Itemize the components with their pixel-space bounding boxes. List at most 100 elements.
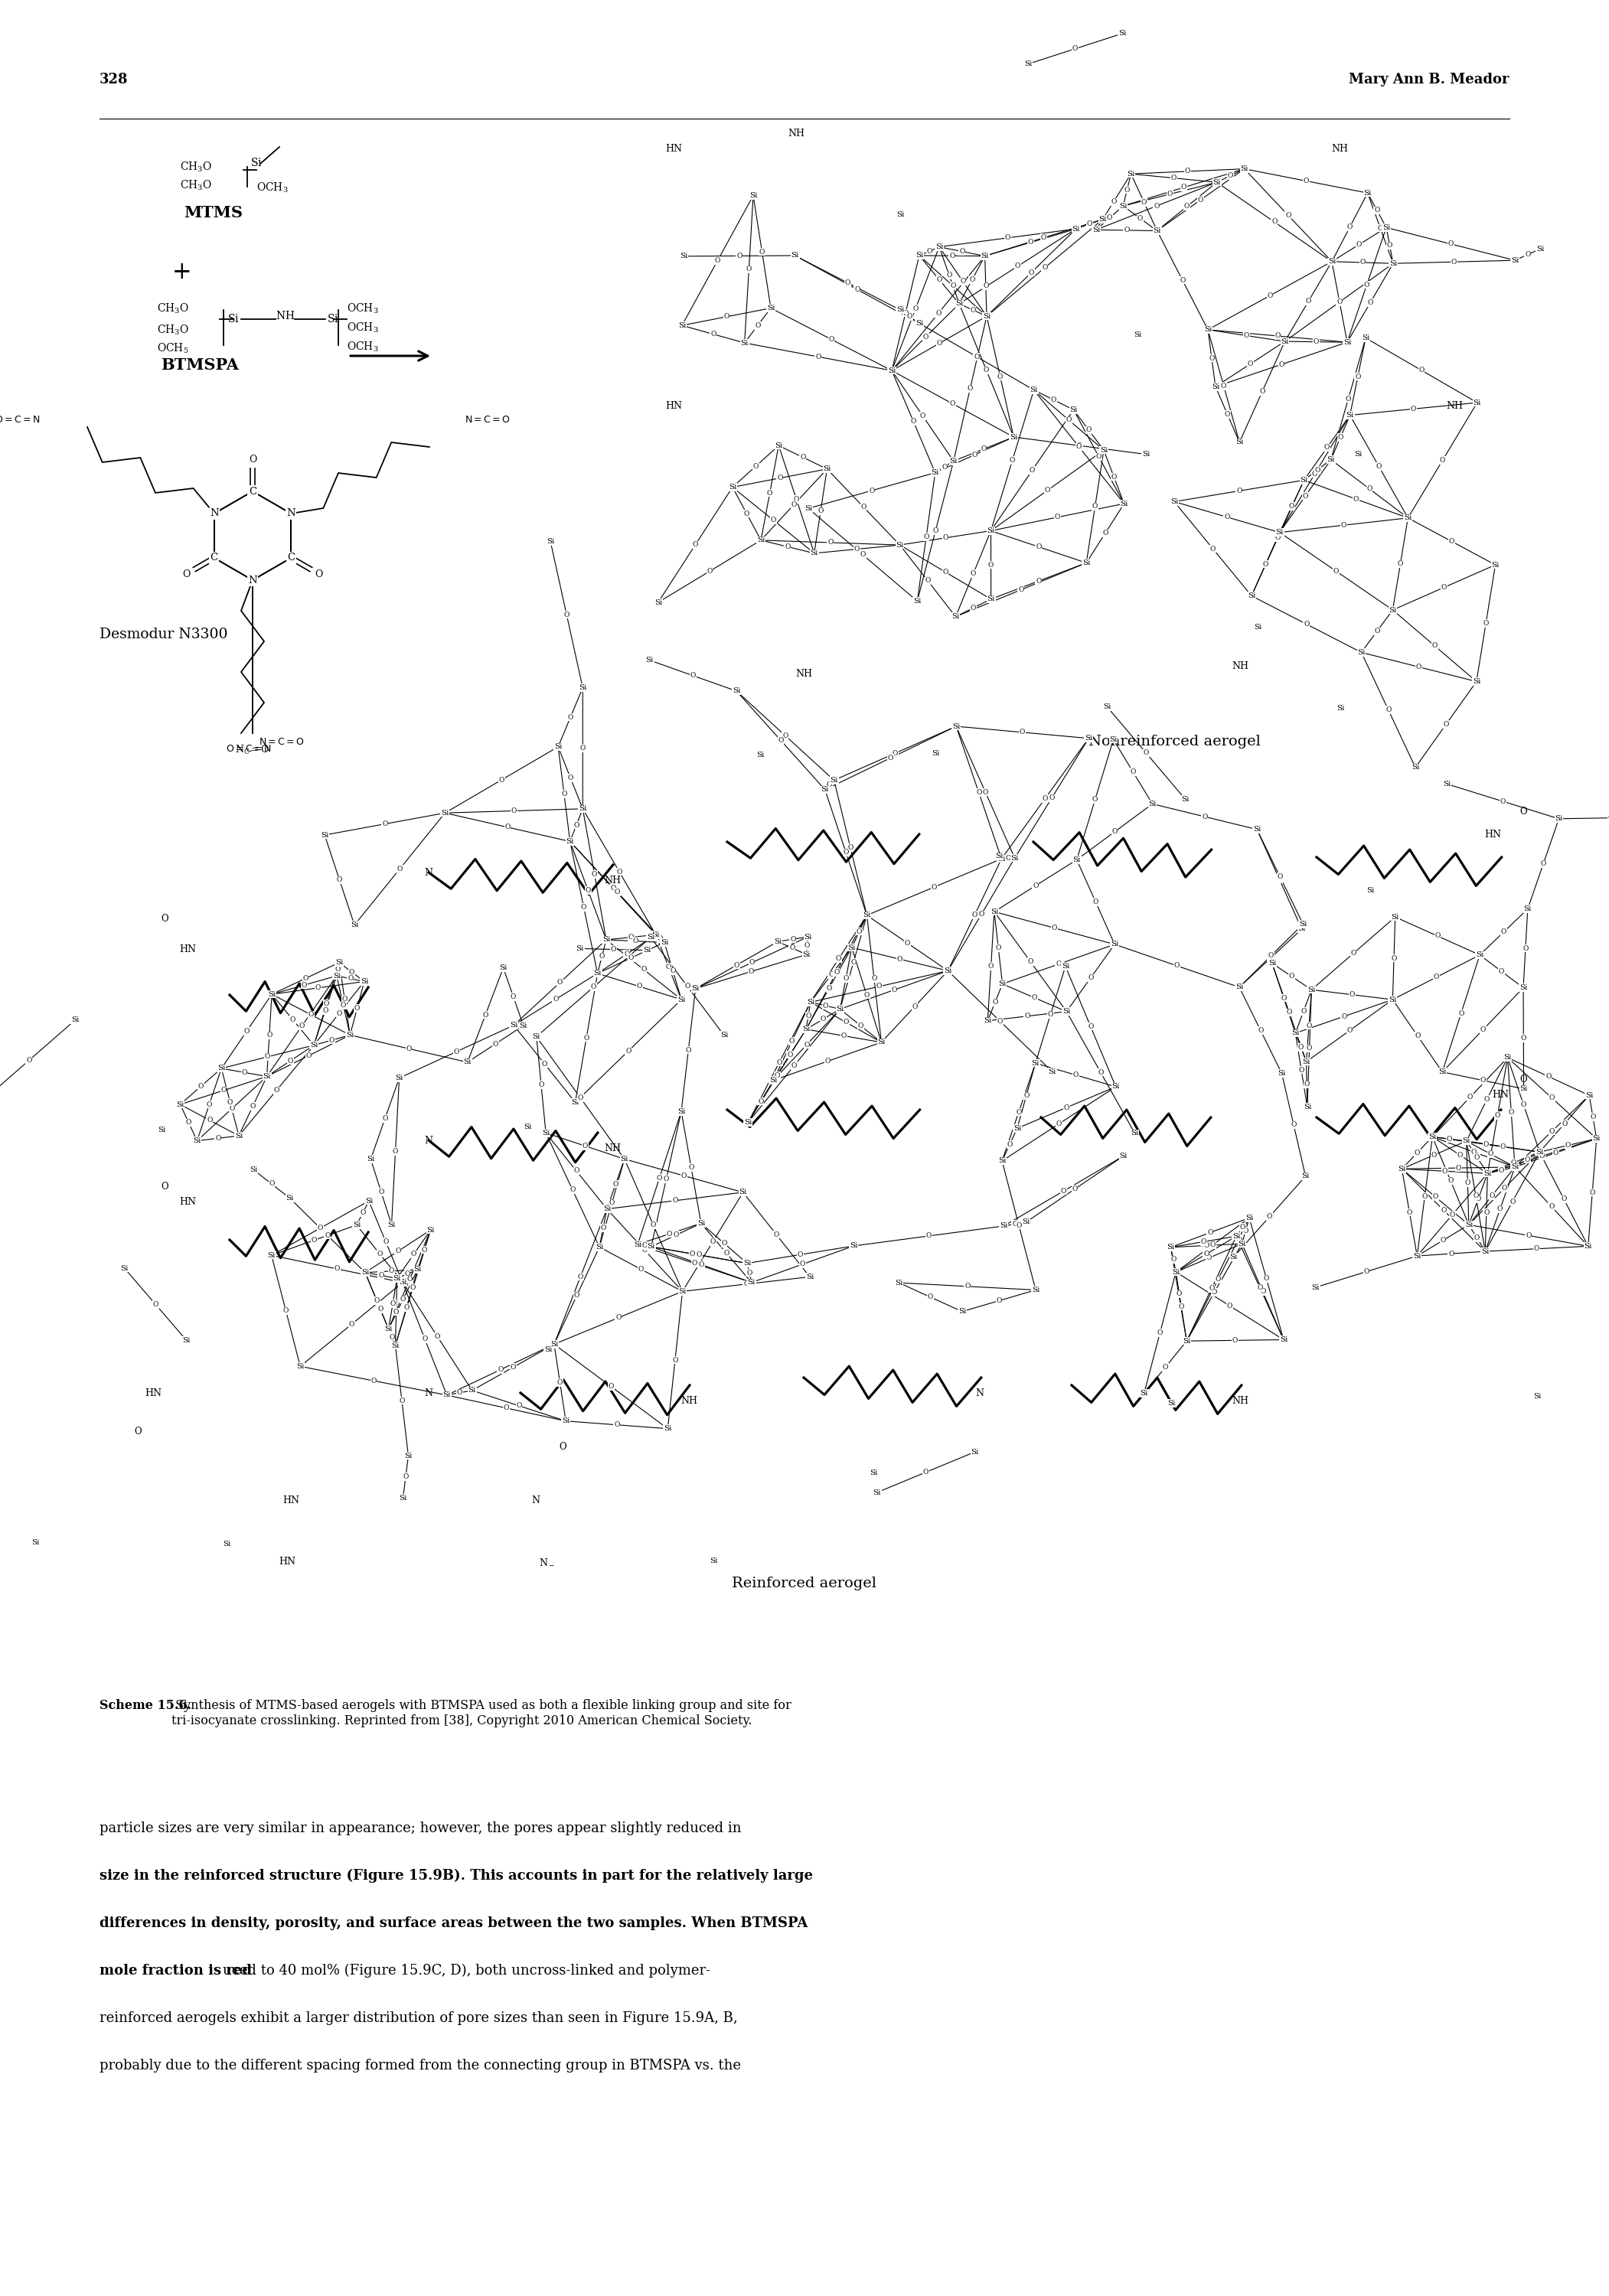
Text: O: O: [753, 464, 758, 471]
Text: Mary Ann B. Meador: Mary Ann B. Meador: [1348, 73, 1509, 87]
Text: Si: Si: [1463, 1137, 1471, 1143]
Text: O: O: [692, 542, 698, 549]
Text: O: O: [434, 1334, 441, 1341]
Text: $\mathregular{CH_3O}$: $\mathregular{CH_3O}$: [158, 324, 188, 338]
Text: O: O: [628, 955, 634, 962]
Text: O: O: [1278, 872, 1282, 879]
Text: O: O: [869, 487, 875, 494]
Text: $\mathregular{NH}$: $\mathregular{NH}$: [275, 310, 294, 321]
Text: Si: Si: [404, 1453, 412, 1460]
Text: O: O: [673, 1196, 677, 1203]
Text: O: O: [1054, 514, 1060, 521]
Text: Si: Si: [1464, 1221, 1472, 1228]
Text: Si: Si: [1110, 737, 1117, 744]
Text: O: O: [666, 964, 671, 971]
Text: O: O: [354, 1006, 360, 1013]
Text: Si: Si: [1298, 925, 1307, 932]
Text: O: O: [1051, 397, 1057, 404]
Text: O: O: [936, 340, 943, 347]
Text: Si: Si: [1344, 340, 1352, 347]
Text: Si: Si: [1141, 1389, 1149, 1396]
Text: Si: Si: [1298, 921, 1307, 928]
Text: O: O: [666, 1231, 673, 1238]
Text: O: O: [1030, 466, 1035, 473]
Text: Si: Si: [679, 1288, 687, 1295]
Text: Si: Si: [729, 484, 737, 491]
Text: Si: Si: [1474, 400, 1482, 406]
Text: O: O: [981, 445, 986, 452]
Text: O: O: [640, 967, 647, 974]
Text: O: O: [932, 884, 936, 891]
Text: NH: NH: [603, 1143, 621, 1153]
Text: O: O: [1519, 806, 1527, 817]
Text: O: O: [1207, 1228, 1213, 1235]
Text: Si: Si: [1511, 257, 1519, 264]
Text: O: O: [639, 1265, 644, 1272]
Text: O: O: [1488, 1192, 1495, 1199]
Text: O: O: [800, 455, 806, 461]
Text: Si: Si: [804, 505, 813, 512]
Text: O: O: [903, 310, 909, 317]
Text: O: O: [1566, 1141, 1570, 1148]
Text: NH: NH: [1231, 661, 1249, 670]
Text: Si: Si: [645, 657, 653, 664]
Text: O: O: [845, 280, 851, 287]
Text: O: O: [557, 978, 563, 985]
Text: Si: Si: [1535, 1148, 1543, 1155]
Text: Si: Si: [769, 1077, 777, 1084]
Text: O: O: [848, 845, 853, 852]
Text: Si: Si: [333, 974, 341, 980]
Text: O: O: [317, 1224, 323, 1231]
Text: Si: Si: [869, 1469, 877, 1476]
Text: particle sizes are very similar in appearance; however, the pores appear slightl: particle sizes are very similar in appea…: [100, 1821, 742, 1835]
Text: O: O: [777, 475, 782, 482]
Text: O: O: [1387, 241, 1392, 248]
Text: $\mathregular{Si}$: $\mathregular{Si}$: [251, 156, 262, 168]
Text: Si: Si: [932, 468, 940, 475]
Text: Si: Si: [1149, 801, 1157, 808]
Text: O: O: [615, 889, 619, 895]
Text: Si: Si: [1112, 1084, 1120, 1091]
Text: O: O: [747, 266, 751, 273]
Text: O: O: [1025, 1013, 1030, 1019]
Text: Si: Si: [767, 305, 776, 312]
Text: Si: Si: [850, 1242, 858, 1249]
Text: HN: HN: [145, 1387, 161, 1398]
Text: Si: Si: [1554, 815, 1562, 822]
Text: O: O: [1302, 494, 1308, 501]
Text: O: O: [1274, 333, 1281, 340]
Text: O: O: [817, 507, 824, 514]
Text: O: O: [1442, 1169, 1448, 1176]
Text: Si: Si: [1110, 941, 1118, 948]
Text: O: O: [793, 496, 800, 503]
Text: size in the reinforced structure (Figure 15.9B). This accounts in part for the r: size in the reinforced structure (Figure…: [100, 1869, 813, 1883]
Text: Si: Si: [571, 1100, 579, 1107]
Text: O: O: [967, 386, 973, 393]
Text: O: O: [290, 1017, 296, 1024]
Text: Si: Si: [996, 852, 1002, 859]
Text: O: O: [388, 1267, 394, 1274]
Text: O: O: [1236, 487, 1242, 494]
Text: O: O: [539, 1081, 544, 1088]
Text: O: O: [1549, 1095, 1554, 1102]
Text: Si: Si: [235, 1132, 243, 1139]
Text: O: O: [1244, 333, 1249, 340]
Text: O: O: [1052, 925, 1057, 932]
Text: O: O: [835, 955, 842, 962]
Text: Si: Si: [1229, 1254, 1237, 1261]
Text: Si: Si: [990, 909, 998, 916]
Text: O: O: [582, 1143, 587, 1150]
Text: O: O: [1175, 962, 1179, 969]
Text: $\mathregular{CH_3O}$: $\mathregular{CH_3O}$: [180, 161, 212, 174]
Text: O: O: [1416, 664, 1422, 670]
Text: O: O: [510, 994, 516, 1001]
Text: Si: Si: [862, 912, 870, 918]
Text: Si: Si: [806, 1274, 814, 1281]
Text: O: O: [1456, 1164, 1461, 1171]
Text: O: O: [1451, 259, 1456, 266]
Text: O: O: [907, 312, 912, 319]
Text: Si: Si: [1413, 1254, 1421, 1261]
Text: O: O: [568, 774, 573, 781]
Text: O: O: [1305, 298, 1311, 305]
Text: O: O: [1337, 434, 1344, 441]
